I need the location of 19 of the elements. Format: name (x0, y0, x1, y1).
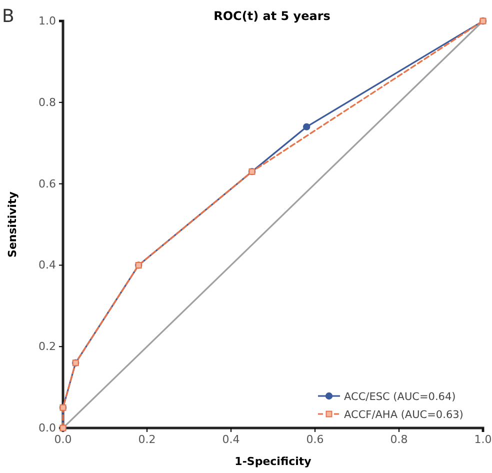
x-tick-label: 1.0 (474, 432, 492, 446)
y-tick-label: 0.2 (38, 340, 56, 354)
y-axis-title: Sensitivity (6, 192, 19, 258)
y-tick-label: 0.0 (38, 422, 56, 435)
x-tick-label: 0.2 (138, 432, 156, 446)
x-tick-label: 0.4 (222, 432, 240, 446)
legend-label: ACCF/AHA (AUC=0.63) (344, 409, 464, 421)
y-tick-label: 0.8 (38, 96, 56, 109)
x-tick-label: 0.8 (390, 432, 408, 446)
chart-title: ROC(t) at 5 years (214, 9, 330, 23)
text: B (2, 6, 14, 27)
y-tick-label: 0.6 (38, 177, 56, 190)
x-axis-title: 1-Specificity (234, 455, 312, 468)
x-tick-label: 0.0 (54, 432, 72, 446)
legend-label: ACC/ESC (AUC=0.64) (344, 391, 456, 403)
y-tick-label: 0.4 (38, 258, 56, 272)
y-tick-label: 1.0 (38, 14, 56, 28)
point (303, 123, 310, 130)
x-tick-label: 0.6 (306, 432, 324, 446)
